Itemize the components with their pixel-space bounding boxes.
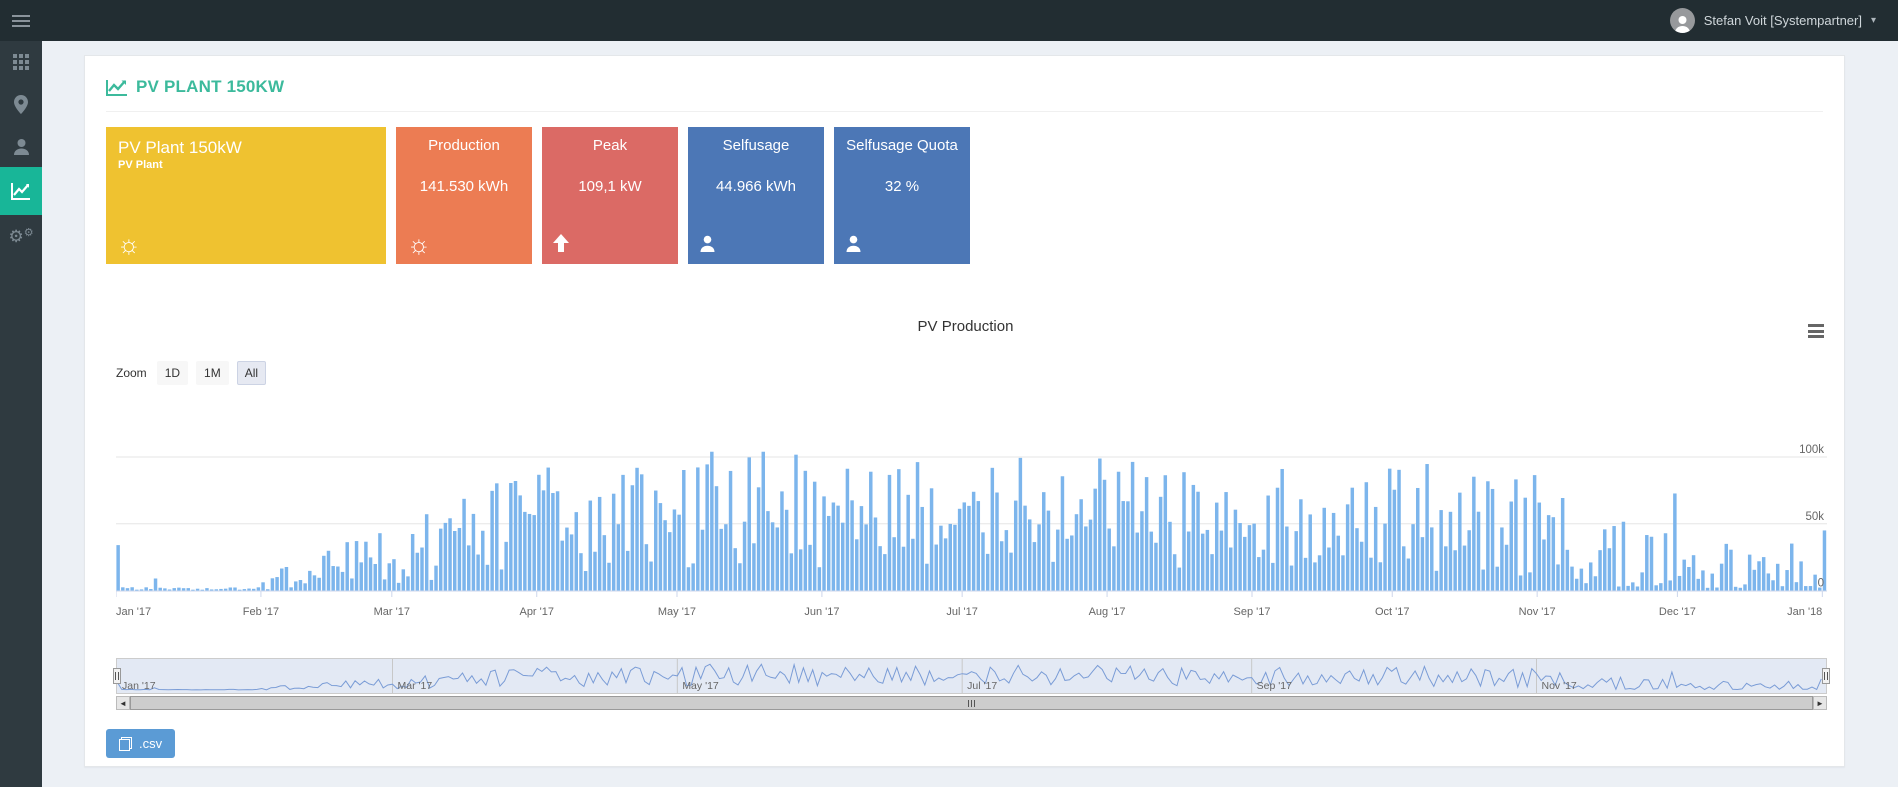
production-bars <box>116 451 1827 591</box>
tile-title: Peak <box>592 137 628 154</box>
svg-text:50k: 50k <box>1805 511 1824 523</box>
sidebar-item-locations[interactable] <box>0 83 42 125</box>
x-axis-label: May '17 <box>657 606 697 618</box>
sun-icon: ☼ <box>407 229 431 259</box>
gears-icon: ⚙⚙ <box>8 226 34 246</box>
tile-selfusage[interactable]: Selfusage 44.966 kWh <box>688 127 824 264</box>
x-axis-label: Jun '17 <box>804 606 840 618</box>
navigator-label: Jan '17 <box>122 680 156 692</box>
tile-value: 141.530 kWh <box>419 177 509 195</box>
tile-production[interactable]: Production 141.530 kWh ☼ <box>396 127 532 264</box>
user-avatar <box>1669 8 1695 33</box>
export-csv-button[interactable]: .csv <box>106 729 176 758</box>
chart-line-icon <box>11 183 30 200</box>
tile-pv-plant[interactable]: PV Plant 150kW PV Plant ☼ <box>106 127 386 264</box>
tile-value: 44.966 kWh <box>715 177 797 195</box>
x-axis-label: Jan '17 <box>116 606 152 618</box>
tile-value: 109,1 kW <box>578 177 642 195</box>
scrollbar-track[interactable] <box>130 696 1813 710</box>
x-axis-label: Aug '17 <box>1088 606 1126 618</box>
svg-text:0: 0 <box>1818 578 1824 590</box>
navigator-label: Nov '17 <box>1541 680 1577 692</box>
x-axis-label: Apr '17 <box>519 606 554 618</box>
grid-icon <box>12 53 29 70</box>
navigator-label: Sep '17 <box>1256 680 1292 692</box>
user-icon <box>13 138 29 155</box>
main-content: PV PLANT 150KW PV Plant 150kW PV Plant ☼… <box>42 41 1898 787</box>
navigator-left-handle[interactable] <box>113 668 121 684</box>
sidebar-item-users[interactable] <box>0 125 42 167</box>
x-axis-label: Oct '17 <box>1374 606 1410 618</box>
zoom-label: Zoom <box>116 366 147 380</box>
navigator-label: Jul '17 <box>967 680 998 692</box>
x-axis-label: Jan '18 <box>1787 606 1823 618</box>
pv-plant-card: PV PLANT 150KW PV Plant 150kW PV Plant ☼… <box>84 55 1845 767</box>
x-axis-label: Dec '17 <box>1658 606 1696 618</box>
csv-button-label: .csv <box>139 736 163 751</box>
chart-context-menu-icon[interactable] <box>1808 324 1824 338</box>
navigator-label: Mar '17 <box>397 680 433 692</box>
sidebar-item-analytics[interactable] <box>0 167 42 215</box>
tile-title: Production <box>428 137 500 154</box>
navigator-right-handle[interactable] <box>1822 668 1830 684</box>
scrollbar-left-arrow[interactable]: ◄ <box>116 696 130 710</box>
navigator-series-line <box>117 662 1822 691</box>
navigator-label: May '17 <box>682 680 719 692</box>
tile-value: 32 % <box>884 177 920 195</box>
map-marker-icon <box>14 94 28 114</box>
zoom-button-all[interactable]: All <box>236 361 267 385</box>
tile-selfusage-quota[interactable]: Selfusage Quota 32 % <box>834 127 970 264</box>
chart-trend-icon <box>106 79 127 96</box>
tile-subtitle: PV Plant <box>118 158 163 171</box>
copy-icon <box>119 736 132 751</box>
range-navigator[interactable]: Jan '17 Mar '17 May '17 Jul '17 Sep '17 Nov '… <box>113 658 1830 694</box>
x-axis-labels: Jan '17 Feb '17 Mar '17 Apr '17 May '17 Jun '… <box>116 606 1827 622</box>
zoom-button-1m[interactable]: 1M <box>196 361 229 385</box>
chevron-down-icon: ▾ <box>1870 15 1876 26</box>
user-name: Stefan Voit [Systempartner] <box>1703 13 1862 28</box>
user-menu[interactable]: Stefan Voit [Systempartner] ▾ <box>1669 8 1898 33</box>
person-icon <box>845 235 862 257</box>
chart-scrollbar: ◄ ► <box>116 696 1827 710</box>
pv-production-chart: PV Production Zoom 1D 1M All 0 50k 100k Ja… <box>85 306 1846 718</box>
x-axis-label: Nov '17 <box>1518 606 1556 618</box>
person-icon <box>699 235 716 257</box>
sidebar-toggle-button[interactable] <box>0 0 42 41</box>
card-header: PV PLANT 150KW <box>106 77 1823 112</box>
sidebar-item-modules[interactable] <box>0 41 42 83</box>
range-selector: Zoom 1D 1M All <box>116 361 267 385</box>
x-axis-label: Jul '17 <box>946 606 978 618</box>
kpi-tiles-row: PV Plant 150kW PV Plant ☼ Production 141… <box>106 127 1823 264</box>
scrollbar-right-arrow[interactable]: ► <box>1813 696 1827 710</box>
top-navbar: Stefan Voit [Systempartner] ▾ <box>0 0 1898 41</box>
tile-title: PV Plant 150kW <box>118 138 242 157</box>
tile-title: Selfusage Quota <box>846 137 958 154</box>
x-axis-label: Mar '17 <box>373 606 410 618</box>
sidebar-nav: ⚙⚙ <box>0 41 42 787</box>
tile-title: Selfusage <box>722 137 790 154</box>
sidebar-item-settings[interactable]: ⚙⚙ <box>0 215 42 257</box>
page-title: PV PLANT 150KW <box>136 77 285 96</box>
production-bars-plot[interactable]: 0 50k 100k <box>116 401 1827 601</box>
x-axis-label: Feb '17 <box>242 606 280 618</box>
zoom-button-1d[interactable]: 1D <box>156 361 189 385</box>
chart-title: PV Production <box>917 318 1014 335</box>
sun-icon: ☼ <box>117 229 141 259</box>
arrow-up-icon <box>553 234 569 257</box>
x-axis-label: Sep '17 <box>1233 606 1271 618</box>
scrollbar-thumb[interactable] <box>130 696 1813 710</box>
svg-text:100k: 100k <box>1799 444 1824 456</box>
tile-peak[interactable]: Peak 109,1 kW <box>542 127 678 264</box>
